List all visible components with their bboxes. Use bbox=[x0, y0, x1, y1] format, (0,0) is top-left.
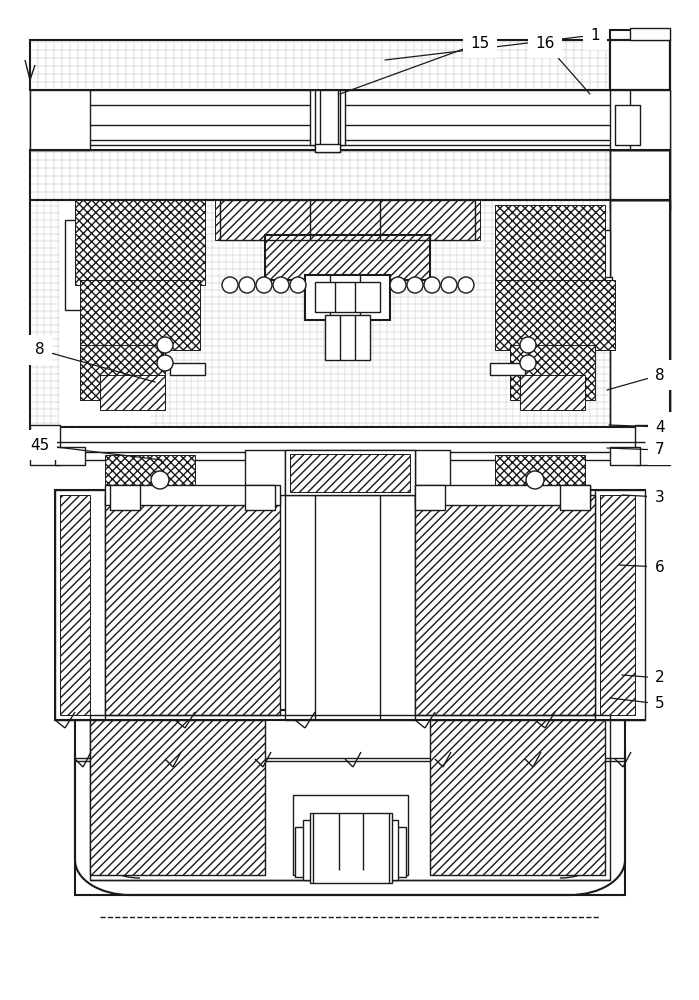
Bar bbox=[610, 150, 670, 210]
Circle shape bbox=[157, 337, 173, 353]
Bar bbox=[30, 150, 670, 200]
Text: 5: 5 bbox=[610, 696, 665, 712]
Text: 7: 7 bbox=[607, 442, 665, 458]
Bar bbox=[220, 200, 475, 240]
Circle shape bbox=[256, 277, 272, 293]
Text: 45: 45 bbox=[30, 438, 162, 460]
Bar bbox=[90, 720, 265, 875]
Bar bbox=[55, 427, 645, 455]
Bar bbox=[415, 485, 590, 505]
Bar bbox=[610, 30, 670, 90]
Bar bbox=[293, 795, 408, 875]
Circle shape bbox=[273, 277, 289, 293]
Bar bbox=[520, 375, 585, 410]
Bar bbox=[285, 490, 415, 720]
Bar bbox=[315, 282, 380, 312]
Bar bbox=[30, 425, 60, 465]
Bar bbox=[615, 105, 640, 145]
Bar bbox=[315, 90, 340, 152]
Bar bbox=[415, 495, 595, 715]
Bar bbox=[610, 40, 670, 90]
Text: 2: 2 bbox=[622, 670, 665, 686]
Bar bbox=[610, 200, 670, 430]
Bar bbox=[610, 200, 670, 450]
Bar bbox=[430, 720, 605, 875]
Bar bbox=[325, 315, 370, 360]
Bar bbox=[75, 200, 205, 285]
Bar bbox=[510, 345, 595, 400]
Bar bbox=[305, 275, 390, 320]
Bar bbox=[110, 485, 140, 510]
Circle shape bbox=[407, 277, 423, 293]
Bar bbox=[600, 495, 635, 715]
Bar bbox=[30, 200, 670, 430]
Text: 1: 1 bbox=[385, 27, 600, 60]
Bar bbox=[580, 230, 610, 280]
Bar bbox=[595, 490, 645, 720]
Bar bbox=[495, 455, 585, 490]
Bar bbox=[290, 454, 410, 492]
Text: 6: 6 bbox=[619, 560, 665, 574]
Bar bbox=[578, 277, 612, 285]
Bar bbox=[610, 447, 640, 465]
Bar bbox=[80, 345, 165, 400]
Bar bbox=[560, 485, 590, 510]
Circle shape bbox=[424, 277, 440, 293]
Bar bbox=[490, 363, 525, 375]
Circle shape bbox=[520, 355, 536, 371]
Bar bbox=[105, 455, 195, 490]
Bar bbox=[495, 280, 615, 350]
Bar bbox=[60, 200, 150, 425]
Text: 8: 8 bbox=[35, 342, 155, 382]
Circle shape bbox=[520, 337, 536, 353]
Circle shape bbox=[290, 277, 306, 293]
Bar bbox=[295, 827, 406, 877]
Bar bbox=[215, 200, 480, 240]
Bar bbox=[105, 495, 280, 715]
Circle shape bbox=[458, 277, 474, 293]
Bar bbox=[65, 220, 135, 310]
Bar bbox=[100, 375, 165, 410]
Bar bbox=[610, 90, 670, 150]
Bar bbox=[285, 450, 415, 495]
Bar bbox=[495, 205, 605, 285]
Text: 15: 15 bbox=[340, 35, 489, 94]
Circle shape bbox=[151, 471, 169, 489]
Circle shape bbox=[441, 277, 457, 293]
Text: 16: 16 bbox=[535, 35, 590, 94]
Bar bbox=[610, 150, 670, 200]
Circle shape bbox=[239, 277, 255, 293]
Bar bbox=[30, 40, 670, 90]
Bar bbox=[310, 813, 392, 883]
Bar bbox=[310, 90, 345, 145]
Bar bbox=[90, 715, 610, 880]
Bar bbox=[245, 450, 450, 495]
Bar bbox=[415, 485, 445, 510]
Bar bbox=[265, 235, 430, 280]
Bar bbox=[303, 820, 398, 880]
Bar bbox=[170, 363, 205, 375]
Circle shape bbox=[526, 471, 544, 489]
Bar bbox=[635, 425, 670, 465]
Circle shape bbox=[157, 355, 173, 371]
Bar bbox=[30, 90, 670, 150]
Text: 4: 4 bbox=[609, 420, 665, 434]
Circle shape bbox=[222, 277, 238, 293]
Bar bbox=[55, 490, 105, 720]
Text: 8: 8 bbox=[607, 367, 665, 390]
Bar bbox=[245, 485, 275, 510]
Bar bbox=[30, 90, 90, 150]
Bar bbox=[265, 235, 430, 280]
Circle shape bbox=[390, 277, 406, 293]
Bar bbox=[80, 280, 200, 350]
Bar bbox=[630, 28, 670, 40]
Bar bbox=[60, 495, 90, 715]
Bar bbox=[55, 447, 85, 465]
Bar bbox=[55, 490, 645, 720]
Bar bbox=[75, 710, 625, 895]
Text: 3: 3 bbox=[622, 489, 665, 504]
Bar bbox=[55, 452, 645, 460]
Bar bbox=[315, 144, 340, 152]
Bar bbox=[105, 485, 280, 505]
